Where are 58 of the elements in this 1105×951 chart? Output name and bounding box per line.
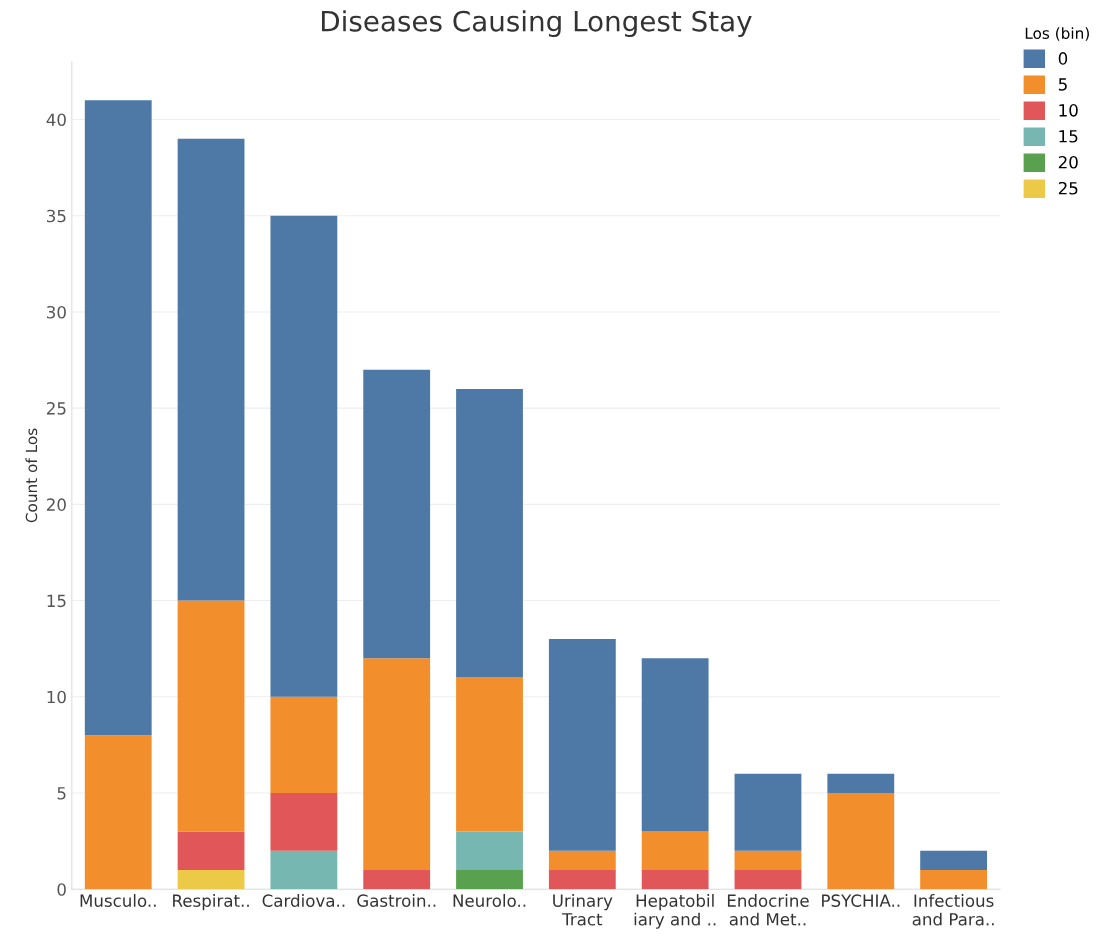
bar — [827, 773, 895, 793]
bar — [548, 850, 616, 870]
chart-title: Diseases Causing Longest Stay — [321, 10, 752, 38]
bar — [84, 100, 152, 736]
bar — [456, 677, 523, 832]
bar — [920, 850, 988, 870]
bar — [270, 696, 338, 793]
x-tick-label: Gastroin.. — [357, 894, 436, 907]
legend-title: Los (bin) — [1025, 27, 1089, 41]
bar — [548, 639, 616, 851]
bar — [734, 773, 802, 851]
x-tick-label: Neurolo.. — [453, 894, 526, 907]
y-axis-title: Count of Los — [25, 428, 38, 523]
bar — [548, 869, 616, 890]
bar — [456, 388, 523, 678]
y-tick-label: 25 — [46, 402, 66, 415]
bar — [827, 792, 895, 890]
legend-label: 25 — [1058, 181, 1078, 195]
bar — [270, 792, 338, 851]
bar — [177, 831, 245, 870]
y-tick-label: 20 — [46, 498, 66, 511]
bar — [363, 658, 431, 870]
y-tick-label: 30 — [47, 305, 66, 319]
bar — [641, 831, 709, 870]
x-tick-label: Respirat.. — [173, 894, 249, 911]
x-tick-label: PSYCHIA.. — [822, 894, 900, 907]
y-tick-label: 15 — [47, 594, 66, 608]
bar — [734, 869, 802, 890]
x-tick-label: Endocrine and Met.. — [727, 894, 809, 926]
y-tick-label: 40 — [46, 113, 66, 127]
bar — [177, 869, 245, 890]
legend-label: 20 — [1058, 155, 1078, 169]
legend-label: 10 — [1059, 104, 1078, 117]
x-tick-label: Hepatobil iary and .. — [634, 894, 716, 929]
x-tick-label: Cardiova.. — [262, 894, 345, 907]
y-tick-label: 5 — [57, 787, 66, 800]
bar — [84, 735, 152, 890]
bar — [641, 869, 709, 890]
bar — [177, 600, 245, 832]
legend-label: 15 — [1059, 130, 1078, 143]
x-tick-label: Urinary Tract — [553, 894, 613, 926]
bar — [270, 215, 338, 697]
bar — [920, 869, 988, 890]
y-tick-label: 35 — [47, 209, 66, 223]
bar — [641, 658, 709, 832]
x-tick-label: Infectious and Para.. — [912, 894, 994, 926]
y-tick-label: 0 — [57, 883, 66, 896]
y-tick-label: 10 — [47, 690, 66, 704]
bar — [734, 850, 802, 870]
bar — [363, 369, 431, 659]
legend-label: 0 — [1058, 52, 1068, 65]
bar — [363, 869, 431, 890]
bar — [456, 831, 523, 870]
bar — [177, 138, 245, 601]
bar — [270, 850, 338, 890]
legend-label: 5 — [1058, 78, 1067, 91]
x-tick-label: Musculo.. — [80, 894, 156, 907]
bar — [456, 869, 523, 890]
